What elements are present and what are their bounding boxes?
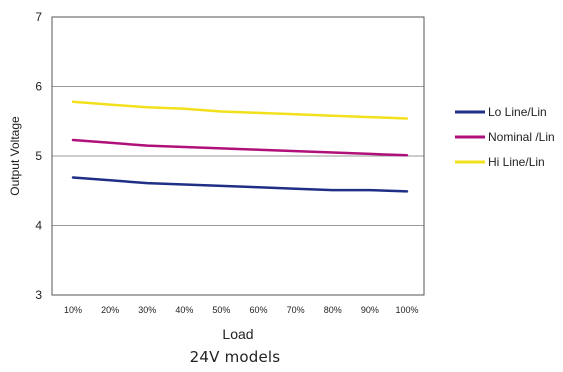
- x-tick-label-9: 90%: [361, 305, 379, 315]
- series-line-1: [71, 176, 409, 193]
- x-tick-label-3: 30%: [138, 305, 156, 315]
- legend-label-3: Hi Line/Lin: [488, 155, 545, 169]
- output-voltage-chart: 3 4 5 6 7 10% 20% 30% 40% 50% 60% 70% 80% 90% 100% Ou…: [8, 10, 555, 342]
- x-tick-label-4: 40%: [175, 305, 193, 315]
- y-tick-labels: 3 4 5 6 7: [35, 10, 42, 302]
- y-tick-label-3: 3: [35, 288, 42, 302]
- series-line-3: [71, 100, 409, 120]
- y-tick-label-4: 4: [35, 219, 42, 233]
- x-tick-label-8: 80%: [324, 305, 342, 315]
- x-axis-label: Load: [222, 326, 253, 342]
- chart-caption: 24V models: [189, 348, 281, 366]
- series-lines: [71, 100, 409, 193]
- x-tick-labels: 10% 20% 30% 40% 50% 60% 70% 80% 90% 100%: [64, 305, 419, 315]
- series-line-2: [71, 138, 409, 157]
- y-tick-label-5: 5: [35, 149, 42, 163]
- x-tick-label-6: 60%: [250, 305, 268, 315]
- plot-area-border: [51, 16, 425, 296]
- gridlines: [52, 86, 424, 226]
- legend-label-1: Lo Line/Lin: [488, 105, 547, 119]
- x-tick-label-7: 70%: [287, 305, 305, 315]
- x-tick-label-5: 50%: [212, 305, 230, 315]
- y-tick-label-7: 7: [35, 10, 42, 24]
- legend-label-2: Nominal /Lin: [488, 130, 555, 144]
- legend: Lo Line/Lin Nominal /Lin Hi Line/Lin: [455, 105, 555, 169]
- y-tick-label-6: 6: [35, 80, 42, 94]
- x-tick-label-1: 10%: [64, 305, 82, 315]
- y-axis-label: Output Voltage: [8, 116, 22, 196]
- x-tick-label-2: 20%: [101, 305, 119, 315]
- x-tick-label-10: 100%: [395, 305, 418, 315]
